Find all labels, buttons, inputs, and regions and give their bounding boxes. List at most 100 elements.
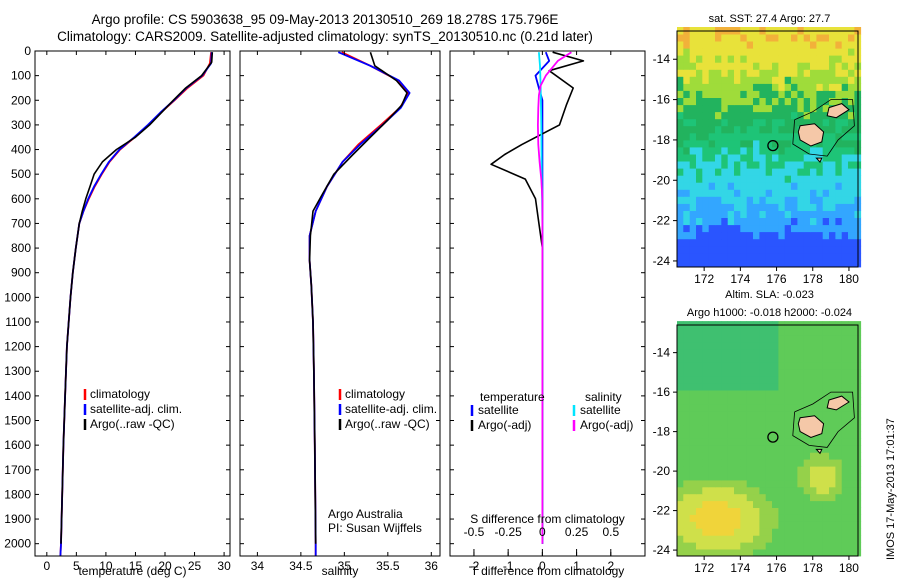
map-cell <box>759 238 767 247</box>
map-cell <box>835 252 843 261</box>
map-cell <box>746 34 754 42</box>
map-cell <box>797 445 805 453</box>
map-cell <box>696 397 703 405</box>
map-cell <box>727 341 735 350</box>
map-cell <box>708 431 716 439</box>
map-cell <box>753 424 760 432</box>
map-cell <box>822 175 830 183</box>
map-cell <box>835 480 843 488</box>
map-cell <box>784 259 792 268</box>
map-cell <box>689 132 697 141</box>
map-cell <box>734 528 741 536</box>
legend-header: salinity <box>585 390 622 404</box>
map-cell <box>734 438 741 446</box>
map-cell <box>677 452 684 460</box>
map-cell <box>848 445 855 453</box>
map-cell <box>677 528 684 536</box>
map-cell <box>683 41 690 49</box>
map-cell <box>677 196 684 204</box>
map-cell <box>708 369 716 377</box>
map-cell <box>721 362 728 370</box>
map-cell <box>696 139 703 148</box>
map-cell <box>746 175 754 183</box>
map-cell <box>810 473 817 481</box>
map-cell <box>835 231 843 240</box>
map-cell <box>841 210 849 218</box>
x-tick-label: 35 <box>338 559 352 573</box>
map-cell <box>841 189 849 197</box>
map-cell <box>759 486 767 495</box>
map-cell <box>677 417 684 426</box>
map-cell <box>810 500 817 508</box>
map-cell <box>841 328 849 336</box>
map-cell <box>715 161 722 169</box>
map-cell <box>689 431 697 439</box>
map-cell <box>765 224 773 233</box>
map-cell <box>734 500 741 508</box>
map-cell <box>721 404 728 412</box>
map-cell <box>835 390 843 398</box>
map-cell <box>791 83 798 91</box>
map-cell <box>810 104 817 113</box>
map-cell <box>759 383 767 391</box>
map-x-tick-label: 176 <box>767 561 787 575</box>
map-cell <box>702 507 709 515</box>
map-cell <box>829 34 836 42</box>
map-cell <box>740 521 747 529</box>
map-cell <box>740 224 747 233</box>
map-cell <box>727 334 735 343</box>
map-cell <box>835 175 843 183</box>
map-cell <box>778 252 786 261</box>
map-cell <box>696 424 703 432</box>
map-cell <box>835 348 843 356</box>
map-cell <box>740 69 747 77</box>
map-cell <box>740 397 747 405</box>
map-cell <box>848 83 855 91</box>
map-cell <box>829 466 836 474</box>
map-cell <box>727 154 735 162</box>
map-cell <box>829 118 836 127</box>
map-cell <box>829 376 836 384</box>
map-cell <box>689 83 697 91</box>
x-tick-label: 35.5 <box>376 559 400 573</box>
map-cell <box>835 217 843 226</box>
map-cell <box>727 196 735 204</box>
map-cell <box>715 76 722 84</box>
panel-frame <box>34 50 231 557</box>
map-cell <box>753 139 760 148</box>
map-cell <box>702 259 709 268</box>
map-cell <box>734 252 741 261</box>
map-cell <box>746 362 754 370</box>
map-cell <box>689 390 697 398</box>
map-cell <box>677 41 684 49</box>
map-cell <box>721 55 728 63</box>
map-cell <box>727 362 735 370</box>
map-cell <box>696 535 703 543</box>
map-cell <box>683 224 690 233</box>
map-cell <box>791 355 798 363</box>
map-cell <box>765 154 773 162</box>
map-cell <box>803 514 811 522</box>
map-cell <box>727 500 735 508</box>
map-cell <box>829 139 836 148</box>
map-cell <box>759 76 767 84</box>
map-cell <box>696 238 703 247</box>
map-cell <box>765 76 773 84</box>
map-cell <box>715 139 722 148</box>
map-cell <box>829 69 836 77</box>
map-cell <box>829 528 836 536</box>
reef-contour <box>792 391 855 448</box>
map-cell <box>721 542 728 550</box>
map-cell <box>848 217 855 226</box>
map-cell <box>791 238 798 247</box>
map-cell <box>765 362 773 370</box>
map-cell <box>740 417 747 426</box>
map-cell <box>816 328 824 336</box>
map-cell <box>740 431 747 439</box>
map-cell <box>791 369 798 377</box>
map-cell <box>727 431 735 439</box>
map-cell <box>772 210 779 218</box>
map-cell <box>772 348 779 356</box>
map-cell <box>778 341 786 350</box>
map-cell <box>696 252 703 261</box>
